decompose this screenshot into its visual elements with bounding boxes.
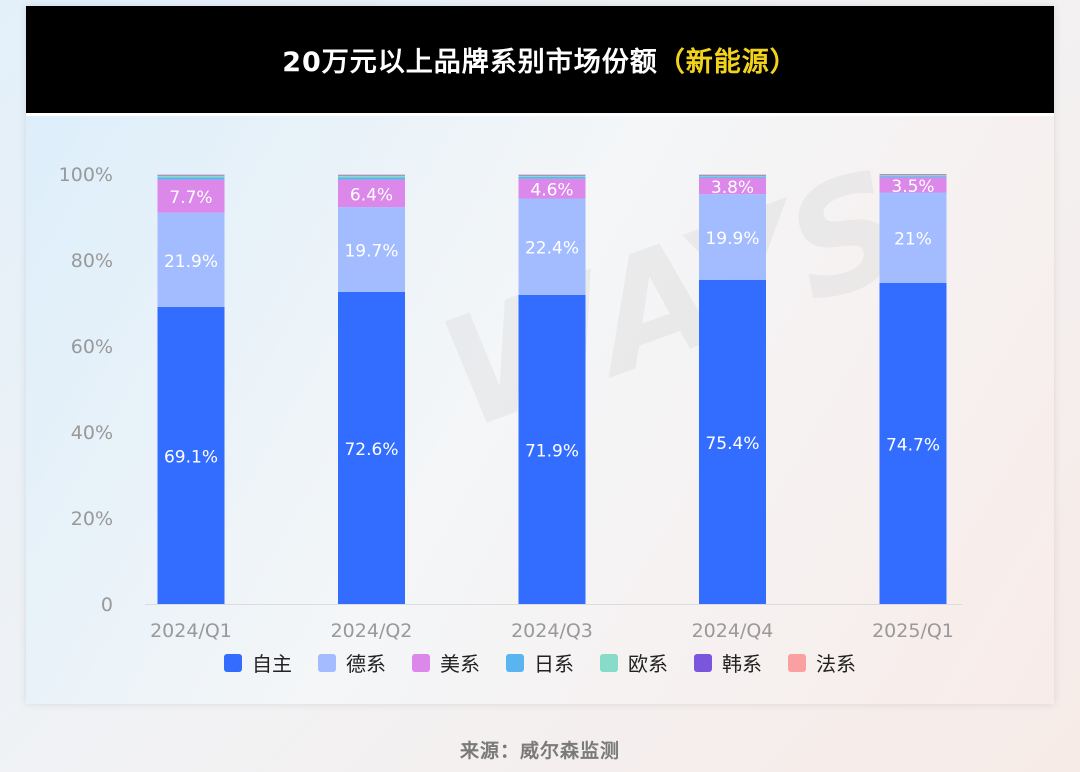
- bar-segment: [157, 179, 225, 213]
- bar-segment: [157, 174, 225, 176]
- data-label: 21.9%: [164, 252, 218, 272]
- legend-swatch: [788, 653, 806, 672]
- legend-item[interactable]: 韩系: [694, 648, 762, 677]
- y-tick-label: 0: [101, 594, 113, 616]
- bar-segment: [338, 174, 405, 176]
- data-label: 4.6%: [530, 181, 573, 201]
- y-tick-label: 60%: [71, 336, 113, 358]
- chart-title-highlight: （新能源）: [657, 47, 798, 78]
- bar-segment: [879, 282, 947, 604]
- bar-segment: [338, 174, 405, 176]
- legend-swatch: [412, 653, 430, 672]
- legend-label: 美系: [440, 652, 480, 676]
- y-tick-label: 80%: [71, 250, 113, 272]
- legend-item[interactable]: 欧系: [600, 648, 668, 677]
- data-label: 72.6%: [344, 440, 398, 460]
- bar-segment: [518, 174, 586, 176]
- bar-segment: [518, 294, 586, 604]
- bar-segment: [699, 174, 766, 176]
- x-tick-label: 2025/Q1: [872, 620, 954, 642]
- legend-label: 自主: [252, 652, 292, 676]
- bar-segment: [879, 192, 947, 283]
- bar-segment: [699, 174, 766, 176]
- y-tick-label: 40%: [71, 422, 113, 444]
- data-label: 19.9%: [705, 229, 759, 249]
- data-label: 3.5%: [891, 177, 934, 197]
- title-bar: 20万元以上品牌系别市场份额（新能源）: [26, 6, 1054, 113]
- bar-segment: [338, 207, 405, 292]
- x-tick-label: 2024/Q1: [150, 620, 232, 642]
- data-label: 19.7%: [344, 241, 398, 261]
- data-label: 21%: [894, 230, 932, 250]
- legend-label: 欧系: [628, 652, 668, 676]
- bar-segment: [879, 174, 947, 175]
- bar-segment: [699, 177, 766, 195]
- bar-segment: [338, 177, 405, 180]
- stacked-bar-chart: 0 20% 40% 60% 80% 100% 69.1% 21.9% 7.7% 2024/Q1 72…: [59, 164, 962, 642]
- bar-segment: [157, 177, 225, 180]
- bar-segment: [157, 174, 225, 176]
- bar-segment: [699, 279, 766, 604]
- legend-item[interactable]: 法系: [788, 648, 856, 677]
- bar-segment: [157, 306, 225, 604]
- bar-segment: [879, 176, 947, 178]
- x-tick-label: 2024/Q4: [692, 620, 774, 642]
- data-label: 22.4%: [525, 239, 579, 259]
- legend-swatch: [318, 653, 336, 672]
- data-label: 74.7%: [886, 435, 940, 455]
- y-tick-label: 20%: [71, 508, 113, 530]
- bar-segment: [518, 177, 586, 179]
- bar-segment: [879, 177, 947, 193]
- bar-segment: [338, 179, 405, 208]
- chart-title: 20万元以上品牌系别市场份额（新能源）: [282, 40, 798, 79]
- bar-segment: [157, 175, 225, 178]
- legend-item[interactable]: 德系: [318, 648, 386, 677]
- data-label: 71.9%: [525, 441, 579, 461]
- bar-segment: [699, 175, 766, 177]
- legend-label: 韩系: [722, 652, 762, 676]
- legend-item[interactable]: 美系: [412, 648, 480, 677]
- legend-label: 德系: [346, 652, 386, 676]
- legend-label: 法系: [816, 652, 856, 676]
- bar-segment: [518, 174, 586, 176]
- bar-segment: [879, 174, 947, 176]
- bar-segment: [699, 194, 766, 280]
- bar-segment: [699, 176, 766, 178]
- legend-swatch: [224, 653, 242, 672]
- legend-swatch: [600, 653, 618, 672]
- legend-item[interactable]: 自主: [224, 648, 292, 677]
- data-label: 3.8%: [711, 178, 754, 198]
- chart-legend: 自主 德系 美系 日系 欧系 韩系 法系: [0, 648, 1080, 677]
- data-label: 6.4%: [350, 185, 393, 205]
- data-label: 7.7%: [169, 188, 212, 208]
- bar-segment: [518, 178, 586, 199]
- bar-segment: [338, 175, 405, 178]
- bar-segment: [518, 198, 586, 295]
- x-tick-label: 2024/Q2: [331, 620, 413, 642]
- bar-segment: [157, 212, 225, 307]
- y-tick-label: 100%: [59, 164, 113, 186]
- legend-swatch: [694, 653, 712, 672]
- legend-swatch: [506, 653, 524, 672]
- legend-item[interactable]: 日系: [506, 648, 574, 677]
- x-tick-label: 2024/Q3: [511, 620, 593, 642]
- bar-segment: [879, 174, 947, 177]
- data-label: 69.1%: [164, 447, 218, 467]
- bar-segment: [518, 175, 586, 178]
- legend-label: 日系: [534, 652, 574, 676]
- data-label: 75.4%: [705, 434, 759, 454]
- bar-segment: [338, 291, 405, 604]
- chart-title-main: 20万元以上品牌系别市场份额: [282, 47, 658, 78]
- source-note: 来源：威尔森监测: [459, 740, 620, 762]
